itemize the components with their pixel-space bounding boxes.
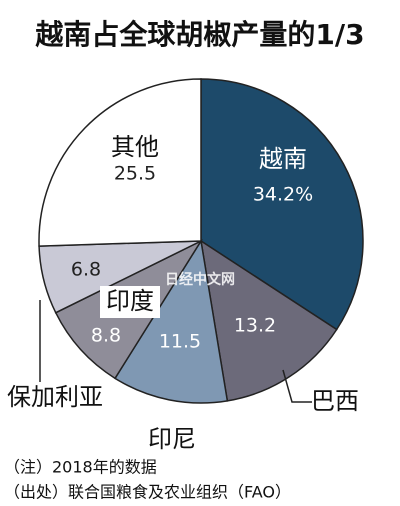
value-label: 11.5 xyxy=(159,331,201,353)
note: （注）2018年的数据 xyxy=(4,458,157,477)
note: （出处）联合国粮食及农业组织（FAO） xyxy=(4,483,291,502)
pie-slice xyxy=(199,239,338,402)
pie xyxy=(38,78,364,404)
label-box xyxy=(100,286,160,318)
chart-title: 越南占全球胡椒产量的1/3 xyxy=(35,18,364,51)
value-label: 25.5 xyxy=(114,163,156,185)
category-label: 印度 xyxy=(106,287,154,315)
pie-slice xyxy=(114,238,229,404)
category-label: 印尼 xyxy=(148,425,196,453)
category-label: 巴西 xyxy=(311,387,359,415)
leader-line xyxy=(282,369,312,403)
value-label: 13.2 xyxy=(234,315,276,337)
category-label: 越南 xyxy=(259,145,307,173)
value-label: 8.8 xyxy=(91,325,121,347)
pie-slice xyxy=(38,78,202,247)
watermark: 日经中文网 xyxy=(165,271,235,288)
category-label: 保加利亚 xyxy=(7,383,103,411)
value-label: 34.2% xyxy=(253,184,313,206)
value-label: 6.8 xyxy=(71,259,101,281)
category-label: 其他 xyxy=(111,133,159,161)
